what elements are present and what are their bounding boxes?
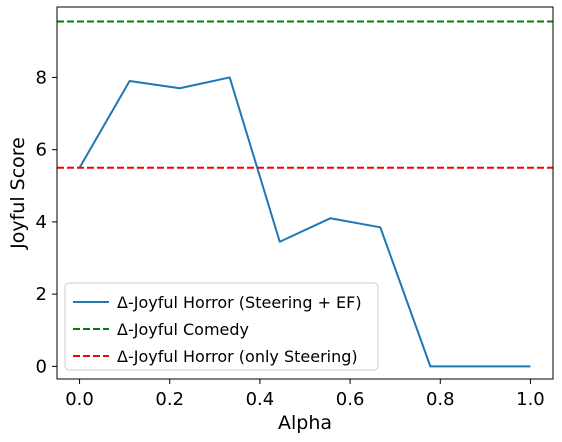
y-tick-label: 4 — [36, 212, 47, 233]
x-axis-label: Alpha — [278, 412, 332, 434]
y-tick-label: 8 — [36, 67, 47, 88]
y-tick-label: 0 — [36, 356, 47, 377]
x-axis: 0.0 0.2 0.4 0.6 0.8 1.0 — [65, 379, 545, 410]
legend: Δ-Joyful Horror (Steering + EF) Δ-Joyful … — [64, 282, 379, 371]
plot-area — [57, 20, 553, 368]
x-tick-label: 0.8 — [426, 389, 455, 410]
legend-label: Δ-Joyful Comedy — [117, 320, 249, 339]
legend-box — [64, 282, 379, 371]
series-line-0 — [78, 76, 531, 368]
x-tick-label: 0.2 — [155, 389, 184, 410]
x-tick-label: 1.0 — [516, 389, 545, 410]
y-axis-label: Joyful Score — [7, 137, 29, 250]
legend-label: Δ-Joyful Horror (Steering + EF) — [117, 293, 362, 312]
x-tick-label: 0.4 — [246, 389, 275, 410]
y-tick-label: 2 — [36, 284, 47, 305]
legend-label: Δ-Joyful Horror (only Steering) — [117, 347, 358, 366]
y-tick-label: 6 — [36, 140, 47, 161]
x-tick-label: 0.0 — [65, 389, 94, 410]
y-axis: 0 2 4 6 8 — [36, 67, 57, 377]
x-tick-label: 0.6 — [336, 389, 365, 410]
axes-frame — [56, 6, 554, 380]
